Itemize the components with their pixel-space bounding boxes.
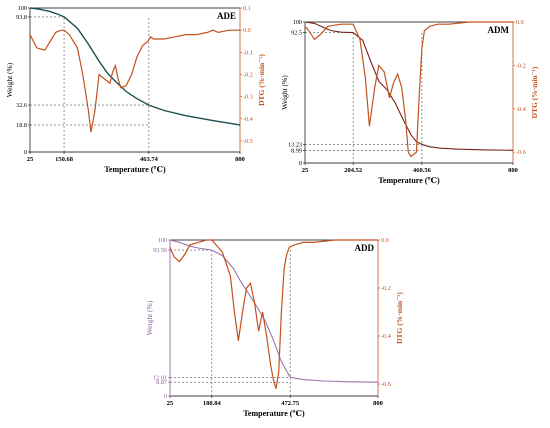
x-axis-title: Temperature (℃) <box>104 165 166 174</box>
y-right-tick-label: -0.2 <box>243 71 253 78</box>
y-right-axis-title: DTG (%·min⁻¹) <box>395 292 404 344</box>
x-tick-label: 150.68 <box>55 156 74 163</box>
y-left-tick-label: 0 <box>299 160 302 167</box>
x-tick-label: 25 <box>302 167 309 174</box>
chart-title: ADM <box>488 25 510 35</box>
x-tick-label: 463.74 <box>140 156 159 163</box>
y-left-tick-label: 0 <box>24 149 27 156</box>
y-left-tick-label: 8.87 <box>156 379 167 386</box>
y-right-tick-label: -0.1 <box>243 49 253 56</box>
y-left-axis-title: Weight (%) <box>145 300 154 335</box>
y-left-axis-title: Weight (%) <box>5 62 14 97</box>
y-right-tick-label: -0.4 <box>243 116 253 123</box>
y-left-tick-label: 13.23 <box>288 141 302 148</box>
x-tick-label: 800 <box>373 400 383 407</box>
y-right-tick-label: 0.0 <box>243 27 251 34</box>
weight-curve <box>304 21 514 151</box>
y-right-tick-label: 0.1 <box>243 5 251 12</box>
y-right-tick-label: -0.5 <box>243 138 253 145</box>
x-axis-title: Temperature (℃) <box>378 176 440 185</box>
y-right-tick-label: -0.3 <box>243 94 253 101</box>
y-left-tick-label: 93.56 <box>153 247 167 254</box>
y-right-axis-title: DTG (%·min⁻¹) <box>530 66 539 118</box>
y-right-tick-label: -0.2 <box>516 62 526 69</box>
y-right-tick-label: 0.0 <box>381 237 389 244</box>
x-tick-label: 25 <box>27 156 34 163</box>
y-right-tick-label: -0.2 <box>381 285 391 292</box>
x-axis-title: Temperature (℃) <box>243 409 305 418</box>
y-right-tick-label: 0.0 <box>516 19 524 26</box>
y-left-tick-label: 8.99 <box>291 147 302 154</box>
y-left-tick-label: 92.5 <box>291 30 302 37</box>
y-left-axis-title: Weight (%) <box>280 75 289 110</box>
y-left-tick-label: 100 <box>158 237 167 244</box>
y-right-tick-label: -0.4 <box>516 106 526 113</box>
y-left-tick-label: 100 <box>18 5 27 12</box>
y-right-tick-label: -0.6 <box>516 149 526 156</box>
dtg-curve <box>304 21 513 158</box>
x-tick-label: 460.56 <box>413 167 432 174</box>
y-left-tick-label: 32.6 <box>16 102 27 109</box>
chart-title: ADE <box>217 11 236 21</box>
y-left-tick-label: 18.8 <box>16 122 27 129</box>
x-tick-label: 800 <box>235 156 245 163</box>
y-right-tick-label: -0.4 <box>381 333 391 340</box>
y-left-tick-label: 12.01 <box>153 374 167 381</box>
chart-ade: 25 150.68 463.74 800 0 18.8 32.6 93.8 100 0.1 0.0 -… <box>5 5 266 174</box>
y-right-tick-label: -0.6 <box>381 381 391 388</box>
x-tick-label: 800 <box>508 167 518 174</box>
y-left-tick-label: 0 <box>164 393 167 400</box>
x-tick-label: 180.84 <box>203 400 222 407</box>
y-left-tick-label: 93.8 <box>16 14 27 21</box>
y-right-axis-title: DTG (%·min⁻¹) <box>257 54 266 106</box>
weight-curve <box>29 7 241 126</box>
x-tick-label: 472.75 <box>281 400 300 407</box>
x-tick-label: 25 <box>167 400 174 407</box>
x-tick-label: 204.52 <box>344 167 362 174</box>
weight-curve <box>169 239 379 383</box>
dtg-curve <box>169 239 378 389</box>
y-left-tick-label: 100 <box>293 19 302 26</box>
dtg-curve <box>29 29 240 133</box>
chart-title: ADD <box>355 243 375 253</box>
